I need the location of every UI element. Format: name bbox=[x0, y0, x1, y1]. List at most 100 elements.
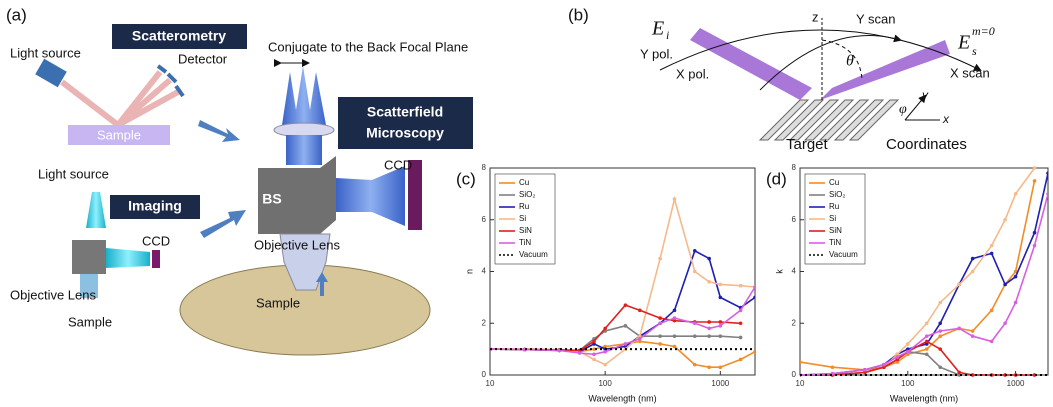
label: Sample bbox=[68, 314, 112, 329]
box-title: Scatterfield bbox=[367, 104, 443, 120]
data-point bbox=[906, 350, 910, 354]
data-point bbox=[707, 334, 711, 338]
beam bbox=[286, 135, 322, 165]
data-point bbox=[925, 353, 929, 357]
legend-label: Ru bbox=[829, 202, 839, 211]
data-point bbox=[1014, 301, 1018, 305]
data-point bbox=[673, 334, 677, 338]
label: E bbox=[651, 18, 664, 40]
figure: (a) Scatterometry Light source Detector … bbox=[0, 0, 1053, 407]
data-point bbox=[693, 334, 697, 338]
data-point bbox=[719, 296, 723, 300]
data-point bbox=[831, 365, 835, 369]
data-point bbox=[719, 334, 723, 338]
label: Detector bbox=[178, 51, 228, 66]
box-title: Imaging bbox=[128, 198, 182, 214]
data-point bbox=[673, 309, 677, 313]
label: E bbox=[957, 32, 970, 54]
label: X pol. bbox=[676, 66, 709, 81]
label: CCD bbox=[142, 233, 170, 248]
legend-label: Vacuum bbox=[829, 250, 858, 259]
data-point bbox=[603, 327, 607, 331]
data-point bbox=[719, 365, 723, 369]
x-tick-label: 1000 bbox=[711, 379, 729, 388]
data-point bbox=[1014, 192, 1018, 196]
data-point bbox=[896, 355, 900, 359]
data-point bbox=[592, 340, 596, 344]
data-point bbox=[1033, 231, 1037, 235]
label: Objective Lens bbox=[254, 237, 340, 252]
data-point bbox=[739, 358, 743, 362]
label: Sample bbox=[97, 127, 141, 142]
x-tick-label: 10 bbox=[486, 379, 495, 388]
data-point bbox=[990, 244, 994, 248]
y-tick-label: 8 bbox=[792, 163, 797, 172]
data-point bbox=[578, 351, 582, 355]
y-tick-label: 2 bbox=[482, 318, 487, 327]
data-point bbox=[863, 368, 867, 372]
data-point bbox=[906, 342, 910, 346]
data-point bbox=[971, 257, 975, 261]
series-line bbox=[490, 287, 755, 354]
data-point bbox=[938, 334, 942, 338]
lens bbox=[274, 123, 334, 137]
data-point bbox=[925, 334, 929, 338]
label: m=0 bbox=[972, 24, 995, 38]
legend-label: SiO₂ bbox=[519, 190, 535, 199]
data-point bbox=[938, 329, 942, 333]
data-point bbox=[707, 320, 711, 324]
data-point bbox=[753, 285, 757, 289]
data-point bbox=[673, 345, 677, 349]
panel-label: (c) bbox=[456, 169, 476, 188]
series-line bbox=[490, 326, 741, 351]
label: s bbox=[972, 44, 977, 58]
label: CCD bbox=[384, 157, 412, 172]
data-point bbox=[990, 340, 994, 344]
legend-label: Si bbox=[519, 214, 526, 223]
data-point bbox=[938, 365, 942, 369]
data-point bbox=[971, 270, 975, 274]
data-point bbox=[658, 342, 662, 346]
series-line bbox=[800, 352, 1035, 375]
data-point bbox=[990, 252, 994, 256]
data-point bbox=[753, 296, 757, 300]
y-tick-label: 4 bbox=[792, 267, 797, 276]
label: Sample bbox=[256, 295, 300, 310]
x-axis-label: Wavelength (nm) bbox=[890, 393, 958, 403]
data-point bbox=[603, 350, 607, 354]
box-title: Microscopy bbox=[366, 125, 444, 141]
legend-label: Vacuum bbox=[519, 250, 548, 259]
label: Objective Lens bbox=[10, 287, 96, 302]
box-title: Scatterometry bbox=[132, 28, 226, 44]
data-point bbox=[693, 270, 697, 274]
data-point bbox=[971, 334, 975, 338]
data-point bbox=[938, 301, 942, 305]
y-tick-label: 2 bbox=[792, 318, 797, 327]
data-point bbox=[739, 284, 743, 288]
y-tick-label: 6 bbox=[792, 215, 797, 224]
label: Target bbox=[786, 136, 829, 153]
data-point bbox=[624, 324, 628, 328]
data-point bbox=[707, 280, 711, 284]
y-tick-label: 0 bbox=[482, 370, 487, 379]
legend-label: SiO₂ bbox=[829, 190, 845, 199]
label: θ bbox=[846, 53, 854, 70]
arrow bbox=[200, 210, 246, 238]
data-point bbox=[990, 309, 994, 313]
label: x bbox=[942, 112, 950, 126]
beam bbox=[86, 192, 106, 228]
data-point bbox=[624, 342, 628, 346]
panel-label: (b) bbox=[568, 5, 589, 24]
legend-label: Ru bbox=[519, 202, 529, 211]
legend-label: TiN bbox=[519, 238, 531, 247]
data-point bbox=[971, 329, 975, 333]
label: Coordinates bbox=[886, 136, 967, 153]
label: Light source bbox=[38, 166, 109, 181]
beam bbox=[336, 166, 405, 226]
label: y bbox=[921, 88, 929, 102]
label: i bbox=[666, 28, 669, 42]
data-point bbox=[1014, 275, 1018, 279]
data-point bbox=[673, 197, 677, 201]
data-point bbox=[1046, 192, 1050, 196]
legend-label: TiN bbox=[829, 238, 841, 247]
